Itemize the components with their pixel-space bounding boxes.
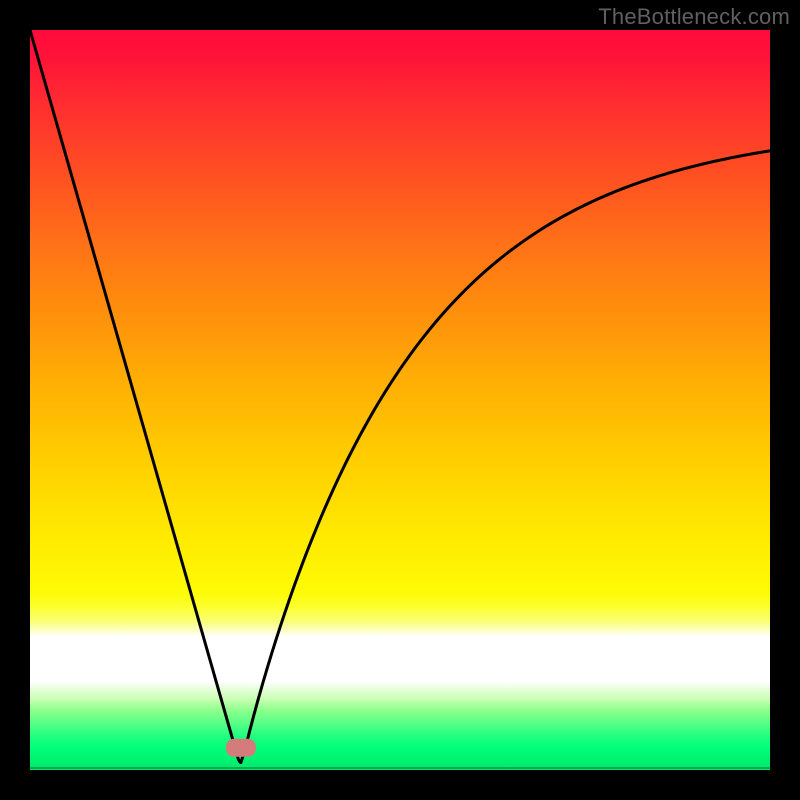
plot-area	[30, 30, 770, 770]
optimal-marker	[226, 739, 256, 757]
bottleneck-chart	[0, 0, 800, 800]
chart-stage: TheBottleneck.com	[0, 0, 800, 800]
watermark-text: TheBottleneck.com	[598, 4, 790, 30]
